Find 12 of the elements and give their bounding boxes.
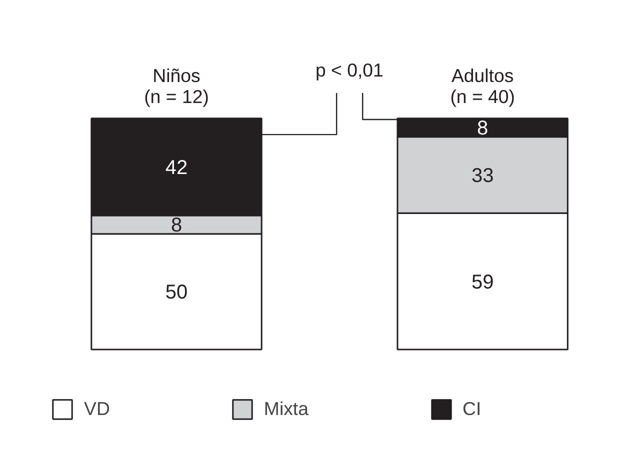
data-label: 33 [471,164,494,187]
x-tick-label: Niños (n = 12) [144,64,209,107]
data-label: 59 [471,271,494,294]
data-label: 8 [170,214,182,237]
text: p < 0,01 [315,59,384,80]
data-label: 42 [165,156,188,179]
data-label: 50 [165,282,188,304]
legend-label: CI [462,398,482,420]
data-label: 8 [477,118,488,140]
legend-label: Mixta [264,398,308,420]
x-tick-label: Adultos (n = 40) [450,64,516,107]
legend-label: VD [84,398,110,420]
